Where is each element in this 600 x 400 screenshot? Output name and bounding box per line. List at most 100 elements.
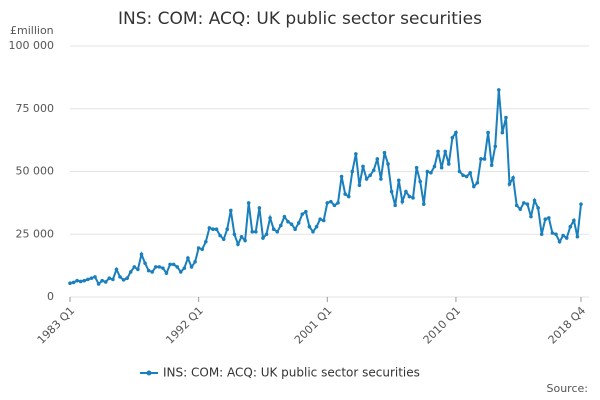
point xyxy=(375,157,380,161)
point xyxy=(414,165,419,170)
point xyxy=(425,169,430,174)
point xyxy=(368,173,372,178)
point xyxy=(443,149,448,154)
x-tick-label: 1983 Q1 xyxy=(35,304,78,347)
point xyxy=(464,174,469,179)
point xyxy=(307,224,312,229)
point xyxy=(221,237,226,242)
point xyxy=(289,222,294,227)
point xyxy=(450,135,455,140)
point xyxy=(532,198,537,203)
point xyxy=(321,218,326,223)
point xyxy=(186,256,190,260)
point xyxy=(514,203,519,208)
point xyxy=(411,196,415,200)
point xyxy=(336,201,340,205)
point xyxy=(489,163,494,168)
point xyxy=(279,223,283,228)
point xyxy=(407,194,412,199)
legend-marker xyxy=(146,370,152,376)
y-tick-label: 100 000 xyxy=(9,39,55,52)
point xyxy=(96,282,101,286)
point xyxy=(93,275,97,279)
point xyxy=(229,208,233,213)
point xyxy=(554,232,558,237)
point xyxy=(196,246,201,250)
y-axis-label: £million xyxy=(10,24,54,37)
point xyxy=(547,216,551,220)
point xyxy=(446,162,451,166)
x-tick-label: 2010 Q1 xyxy=(421,304,464,347)
point xyxy=(404,189,408,194)
point xyxy=(471,184,476,189)
point xyxy=(350,169,355,174)
point xyxy=(257,206,262,210)
y-tick-label: 0 xyxy=(47,290,54,303)
point xyxy=(332,203,337,208)
point xyxy=(182,266,187,270)
point xyxy=(261,236,265,240)
point xyxy=(211,227,215,232)
point xyxy=(518,207,523,211)
point xyxy=(329,199,333,204)
x-tick-label: 2018 Q4 xyxy=(546,304,589,347)
point xyxy=(486,130,490,135)
point xyxy=(178,270,183,274)
point xyxy=(293,227,297,232)
point xyxy=(561,233,565,238)
point xyxy=(89,276,94,280)
point xyxy=(214,227,219,232)
point xyxy=(161,266,165,270)
point xyxy=(389,189,394,194)
point xyxy=(121,278,126,282)
point xyxy=(318,217,322,221)
point xyxy=(153,265,158,269)
point xyxy=(386,162,390,166)
point xyxy=(314,224,319,229)
point xyxy=(71,280,76,285)
point xyxy=(361,164,365,169)
point xyxy=(304,209,308,214)
point xyxy=(128,270,133,274)
series-line xyxy=(69,89,582,286)
point xyxy=(536,206,540,210)
point xyxy=(468,170,473,175)
point xyxy=(475,180,480,185)
point xyxy=(75,278,79,283)
point xyxy=(175,265,180,269)
point xyxy=(146,268,151,273)
point xyxy=(282,214,287,219)
point xyxy=(225,227,230,232)
point xyxy=(382,150,387,155)
point xyxy=(78,279,83,284)
point xyxy=(236,242,240,247)
point xyxy=(143,261,147,265)
x-tick-label: 1992 Q1 xyxy=(163,304,206,347)
point xyxy=(343,192,347,196)
point xyxy=(296,221,301,225)
point xyxy=(111,277,115,282)
point xyxy=(439,165,444,170)
point xyxy=(103,280,108,284)
point xyxy=(429,170,433,175)
point xyxy=(164,271,169,275)
source: Source: xyxy=(547,382,589,395)
point xyxy=(543,217,548,221)
point xyxy=(86,277,90,282)
point xyxy=(125,276,129,280)
x-tick-label: 2001 Q1 xyxy=(292,304,335,347)
point xyxy=(246,201,251,205)
point xyxy=(193,260,197,264)
point xyxy=(396,178,401,183)
point xyxy=(525,202,530,206)
point xyxy=(522,201,526,205)
point xyxy=(168,262,172,267)
point xyxy=(300,212,305,216)
point xyxy=(507,182,512,186)
point xyxy=(207,226,212,230)
point xyxy=(218,233,222,238)
y-tick-label: 75 000 xyxy=(16,102,55,115)
point xyxy=(379,177,383,181)
point xyxy=(564,236,569,240)
point xyxy=(511,175,515,180)
